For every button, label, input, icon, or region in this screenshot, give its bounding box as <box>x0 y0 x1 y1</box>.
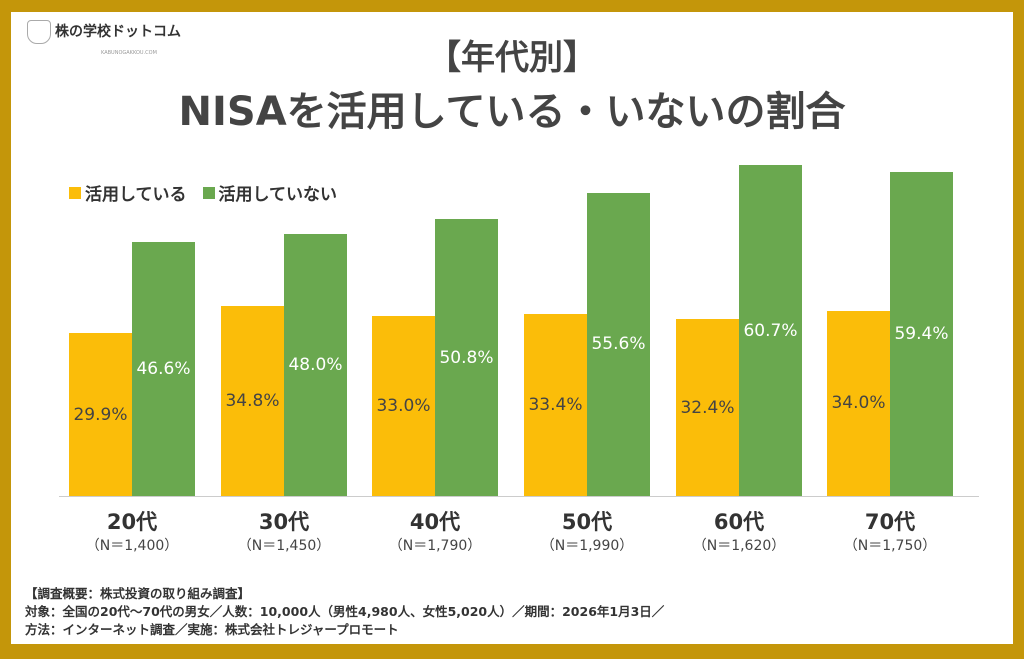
bar-not-using <box>739 165 802 496</box>
data-label: 50.8% <box>439 347 494 368</box>
legend: 活用している 活用していない <box>69 180 337 205</box>
title-line-2: NISAを活用している・いないの割合 <box>178 89 846 135</box>
bar-chart: 29.9% 46.6% 20代 （N＝1,400） 34.8% 48.0% 30代 （N＝1,… <box>11 12 1013 572</box>
category-label: 30代 （N＝1,450） <box>208 510 360 555</box>
bar-using <box>827 310 890 496</box>
footnote-line: 【調査概要：株式投資の取り組み調査】 <box>25 586 251 601</box>
data-label: 46.6% <box>136 359 191 379</box>
sample-size: （N＝1,790） <box>388 538 482 554</box>
category-label: 70代 （N＝1,750） <box>814 510 966 555</box>
age-group: 20代 <box>106 510 158 534</box>
category-label: 40代 （N＝1,790） <box>359 510 511 555</box>
logo-subtext: KABUNOGAKKOU.COM <box>101 50 157 56</box>
age-group: 40代 <box>409 510 461 534</box>
legend-item-not-using: 活用していない <box>202 180 338 205</box>
survey-footnote: 【調査概要：株式投資の取り組み調査】 対象：全国の20代～70代の男女／人数：1… <box>25 585 664 639</box>
age-group: 30代 <box>258 510 310 534</box>
bar-not-using <box>284 234 347 496</box>
data-label: 55.6% <box>591 334 646 355</box>
bar-using <box>221 306 284 496</box>
data-label: 29.9% <box>73 404 128 425</box>
footnote-line: 方法：インターネット調査／実施：株式会社トレジャープロモート <box>25 622 399 637</box>
category-label: 50代 （N＝1,990） <box>511 510 663 555</box>
infographic-card: 株の学校ドットコム KABUNOGAKKOU.COM 【年代別】 NISAを活用… <box>11 12 1013 644</box>
bar-using <box>524 313 587 496</box>
bar-using <box>372 316 435 496</box>
category-label: 20代 （N＝1,400） <box>56 510 208 555</box>
legend-label: 活用している <box>85 185 187 205</box>
baseline <box>59 496 979 497</box>
bar-not-using <box>890 172 953 496</box>
logo-shield-icon <box>27 20 51 44</box>
legend-item-using: 活用している <box>69 180 187 205</box>
bar-not-using <box>435 219 498 496</box>
data-label: 59.4% <box>894 324 949 345</box>
bar-not-using <box>132 242 195 496</box>
footnote-line: 対象：全国の20代～70代の男女／人数：10,000人（男性4,980人、女性5… <box>25 604 665 619</box>
data-label: 33.0% <box>376 396 431 417</box>
bar-using <box>69 333 132 496</box>
data-label: 48.0% <box>288 355 343 376</box>
sample-size: （N＝1,450） <box>237 538 331 554</box>
bar-not-using <box>587 192 650 496</box>
data-label: 34.8% <box>225 391 280 412</box>
data-label: 60.7% <box>743 320 798 341</box>
age-group: 70代 <box>864 510 916 534</box>
sample-size: （N＝1,990） <box>540 538 634 554</box>
legend-swatch <box>202 186 215 199</box>
legend-label: 活用していない <box>218 185 338 205</box>
data-label: 33.4% <box>528 394 583 415</box>
bar-using <box>676 319 739 496</box>
sample-size: （N＝1,620） <box>692 538 786 554</box>
sample-size: （N＝1,400） <box>85 538 179 554</box>
data-label: 34.0% <box>831 393 886 414</box>
logo-text: 株の学校ドットコム <box>55 24 181 40</box>
sample-size: （N＝1,750） <box>843 538 937 554</box>
age-group: 50代 <box>561 510 613 534</box>
category-label: 60代 （N＝1,620） <box>663 510 815 555</box>
age-group: 60代 <box>713 510 765 534</box>
title-line-1: 【年代別】 <box>427 38 597 78</box>
data-label: 32.4% <box>680 397 735 418</box>
logo: 株の学校ドットコム <box>27 20 181 44</box>
legend-swatch <box>69 186 81 199</box>
